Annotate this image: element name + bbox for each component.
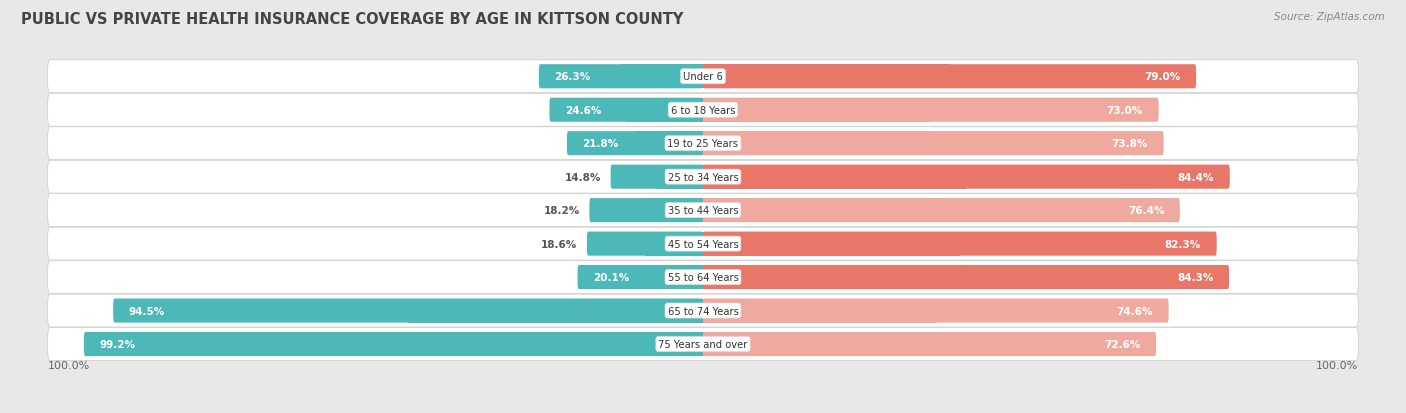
Text: 26.3%: 26.3%	[554, 72, 591, 82]
Text: 20.1%: 20.1%	[593, 273, 630, 282]
Text: 84.4%: 84.4%	[1178, 172, 1215, 182]
FancyBboxPatch shape	[703, 132, 1164, 156]
Bar	[408, 299, 703, 323]
Text: 99.2%: 99.2%	[100, 339, 135, 349]
FancyBboxPatch shape	[48, 161, 1358, 194]
FancyBboxPatch shape	[610, 165, 703, 189]
Text: 65 to 74 Years: 65 to 74 Years	[668, 306, 738, 316]
FancyBboxPatch shape	[84, 332, 703, 356]
FancyBboxPatch shape	[48, 294, 1358, 327]
Text: 45 to 54 Years: 45 to 54 Years	[668, 239, 738, 249]
FancyBboxPatch shape	[48, 328, 1358, 361]
Bar	[703, 299, 936, 323]
Text: 6 to 18 Years: 6 to 18 Years	[671, 105, 735, 116]
Bar	[703, 332, 929, 356]
Text: 21.8%: 21.8%	[582, 139, 619, 149]
FancyBboxPatch shape	[550, 98, 703, 123]
Bar	[703, 232, 960, 256]
FancyBboxPatch shape	[48, 94, 1358, 127]
Text: 100.0%: 100.0%	[48, 360, 90, 370]
FancyBboxPatch shape	[48, 194, 1358, 227]
Text: Source: ZipAtlas.com: Source: ZipAtlas.com	[1274, 12, 1385, 22]
Bar	[703, 132, 934, 156]
Bar	[647, 199, 703, 223]
Text: 84.3%: 84.3%	[1177, 273, 1213, 282]
Bar	[657, 165, 703, 189]
FancyBboxPatch shape	[48, 228, 1358, 260]
FancyBboxPatch shape	[578, 266, 703, 290]
Text: 82.3%: 82.3%	[1164, 239, 1201, 249]
FancyBboxPatch shape	[703, 165, 1230, 189]
Text: 19 to 25 Years: 19 to 25 Years	[668, 139, 738, 149]
Text: 14.8%: 14.8%	[565, 172, 602, 182]
FancyBboxPatch shape	[703, 332, 1156, 356]
Bar	[640, 266, 703, 290]
Text: 73.0%: 73.0%	[1107, 105, 1143, 116]
Text: 72.6%: 72.6%	[1104, 339, 1140, 349]
Text: 100.0%: 100.0%	[1316, 360, 1358, 370]
FancyBboxPatch shape	[703, 199, 1180, 223]
Bar	[703, 98, 931, 123]
Bar	[621, 65, 703, 89]
Text: 35 to 44 Years: 35 to 44 Years	[668, 206, 738, 216]
Text: 73.8%: 73.8%	[1112, 139, 1149, 149]
Text: 18.2%: 18.2%	[544, 206, 581, 216]
Text: 76.4%: 76.4%	[1128, 206, 1164, 216]
Bar	[645, 232, 703, 256]
Bar	[703, 65, 949, 89]
FancyBboxPatch shape	[48, 61, 1358, 93]
FancyBboxPatch shape	[703, 232, 1216, 256]
Text: 25 to 34 Years: 25 to 34 Years	[668, 172, 738, 182]
Text: 24.6%: 24.6%	[565, 105, 602, 116]
Bar	[394, 332, 703, 356]
Text: 55 to 64 Years: 55 to 64 Years	[668, 273, 738, 282]
FancyBboxPatch shape	[703, 65, 1197, 89]
Text: PUBLIC VS PRIVATE HEALTH INSURANCE COVERAGE BY AGE IN KITTSON COUNTY: PUBLIC VS PRIVATE HEALTH INSURANCE COVER…	[21, 12, 683, 27]
Bar	[626, 98, 703, 123]
Text: 75 Years and over: 75 Years and over	[658, 339, 748, 349]
FancyBboxPatch shape	[589, 199, 703, 223]
FancyBboxPatch shape	[703, 98, 1159, 123]
Text: 94.5%: 94.5%	[129, 306, 165, 316]
Bar	[703, 266, 966, 290]
Text: 18.6%: 18.6%	[541, 239, 578, 249]
Text: 79.0%: 79.0%	[1144, 72, 1181, 82]
Legend: Public Insurance, Private Insurance: Public Insurance, Private Insurance	[574, 408, 832, 413]
FancyBboxPatch shape	[703, 266, 1229, 290]
Text: Under 6: Under 6	[683, 72, 723, 82]
FancyBboxPatch shape	[112, 299, 703, 323]
Bar	[703, 165, 966, 189]
FancyBboxPatch shape	[48, 261, 1358, 294]
Bar	[703, 199, 942, 223]
FancyBboxPatch shape	[538, 65, 703, 89]
FancyBboxPatch shape	[567, 132, 703, 156]
FancyBboxPatch shape	[703, 299, 1168, 323]
Bar	[636, 132, 703, 156]
FancyBboxPatch shape	[48, 128, 1358, 160]
FancyBboxPatch shape	[586, 232, 703, 256]
Text: 74.6%: 74.6%	[1116, 306, 1153, 316]
